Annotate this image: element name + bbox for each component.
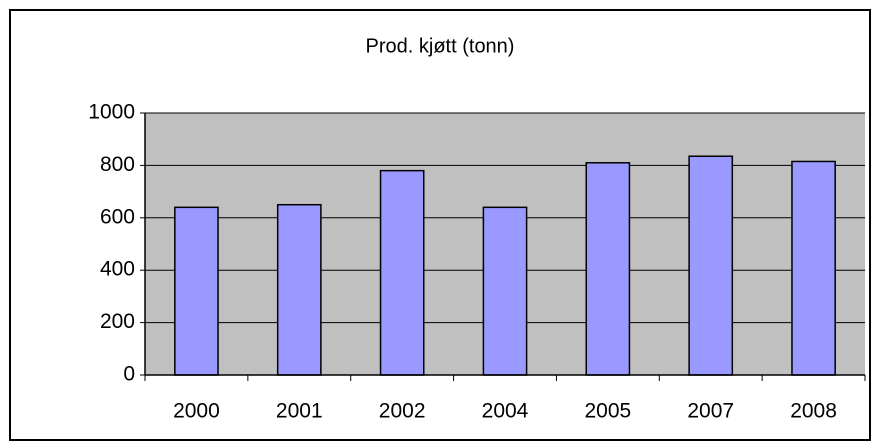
x-tick-label: 2008 — [790, 400, 837, 423]
y-tick-label: 1000 — [88, 101, 135, 124]
y-tick-label: 800 — [100, 153, 135, 176]
chart-title: Prod. kjøtt (tonn) — [366, 35, 515, 57]
bar — [585, 162, 631, 376]
bar — [276, 203, 322, 376]
y-tick-label: 200 — [100, 310, 135, 333]
bar — [482, 206, 528, 376]
bar — [379, 169, 425, 376]
y-tick-label: 0 — [123, 363, 135, 386]
x-tick-label: 2002 — [379, 400, 426, 423]
y-tick-label: 600 — [100, 205, 135, 228]
bar — [688, 155, 734, 376]
x-tick-label: 2007 — [687, 400, 734, 423]
x-tick-label: 2001 — [276, 400, 323, 423]
x-tick-label: 2005 — [584, 400, 631, 423]
x-tick-label: 2000 — [173, 400, 220, 423]
x-tick-label: 2004 — [482, 400, 529, 423]
bar — [174, 206, 219, 376]
bar — [791, 160, 836, 376]
y-tick-label: 400 — [100, 258, 135, 281]
